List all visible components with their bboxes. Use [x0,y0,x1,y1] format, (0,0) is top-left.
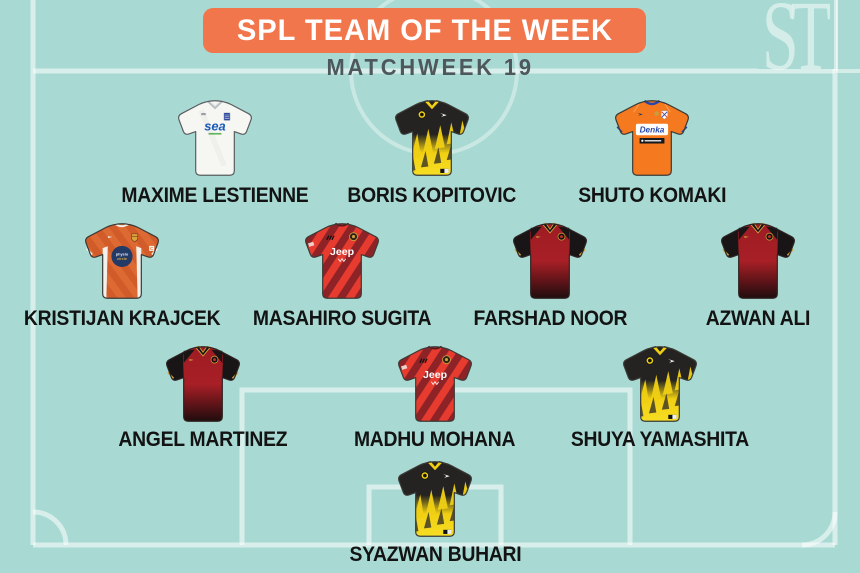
jersey-icon-dpmm [712,215,804,304]
svg-text:C: C [150,246,153,251]
corner-arc-left [32,509,69,546]
player-name: MASAHIRO SUGITA [252,306,432,330]
jersey-icon-tampines [386,92,478,181]
svg-text:physio: physio [116,252,129,256]
matchweek-subtitle: MATCHWEEK 19 [326,54,534,80]
svg-text:Denka: Denka [640,125,665,134]
straits-times-logo: ST [762,0,831,91]
svg-text:Jeep: Jeep [423,369,448,381]
player-name: ANGEL MARTINEZ [118,427,288,451]
title-banner: SPL TEAM OF THE WEEK [203,8,646,53]
jersey-icon-albirex: Denka [606,92,698,181]
jersey-icon-dpmm [157,338,249,427]
svg-text:sea: sea [204,119,225,134]
jersey-icon-dpmm [504,215,596,304]
player-name: SHUTO KOMAKI [578,183,726,207]
corner-arc-right [801,511,838,548]
player-name: BORIS KOPITOVIC [347,183,517,207]
player-name: SHUYA YAMASHITA [570,427,750,451]
poster-title: SPL TEAM OF THE WEEK [236,13,613,47]
svg-text:Jeep: Jeep [330,246,355,258]
player-name: SYAZWAN BUHARI [349,542,521,566]
player-name: FARSHAD NOOR [473,306,627,330]
logo-backplate [758,0,836,69]
player-name: KRISTIJAN KRAJCEK [23,306,221,330]
player-name: MADHU MOHANA [354,427,516,451]
jersey-icon-tampines [389,453,481,542]
jersey-icon-sailors: sea [169,92,261,181]
player-name: MAXIME LESTIENNE [121,183,309,207]
jersey-icon-tampines [614,338,706,427]
player-name: AZWAN ALI [705,306,811,330]
jersey-icon-hougang: physio circle C [76,215,168,304]
svg-text:circle: circle [117,257,128,261]
jersey-icon-balestier: Jeep [389,338,481,427]
jersey-icon-balestier: Jeep [296,215,388,304]
